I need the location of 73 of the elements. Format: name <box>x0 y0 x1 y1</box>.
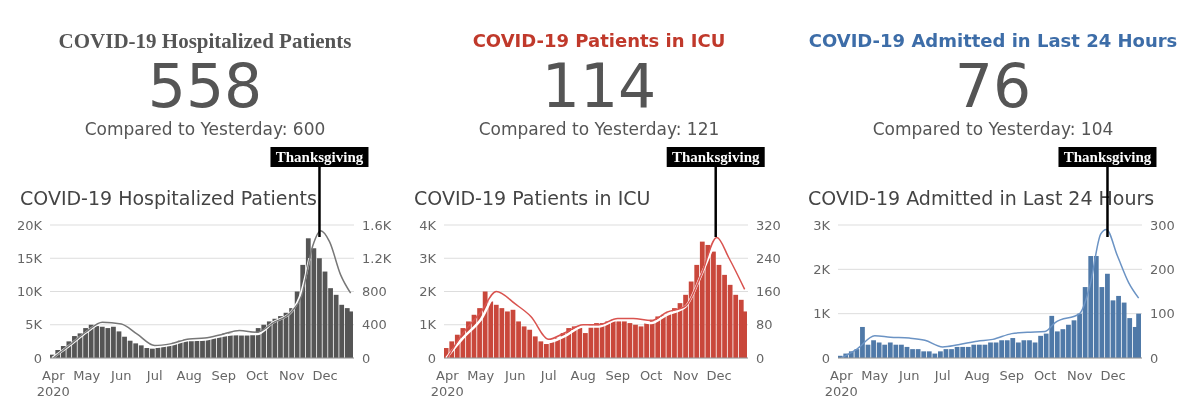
x-tick-label: Jul <box>933 368 951 383</box>
x-tick-label: Jul <box>145 368 163 383</box>
x-tick-label: Oct <box>245 368 269 383</box>
x-tick-label: Dec <box>706 368 732 383</box>
x-tick-label: Aug <box>964 368 990 383</box>
x-tick-label: May <box>73 368 101 383</box>
y-tick-label: 1K <box>813 306 831 322</box>
bar <box>348 311 353 358</box>
x-tick-label: Jun <box>110 368 132 383</box>
ref-line-label: Thanksgiving <box>671 149 760 165</box>
x-tick-label: May <box>467 368 495 383</box>
x-tick-label: Jul <box>539 368 557 383</box>
y-tick-label: 2K <box>419 284 437 300</box>
text: Compared to Yesterday: 600 <box>83 118 327 140</box>
y2-tick-label: 200 <box>1150 261 1175 277</box>
y2-tick-label: 80 <box>756 317 773 333</box>
chart-title: COVID-19 Hospitalized Patients <box>20 187 317 209</box>
y2-tick-label: 0 <box>756 350 765 366</box>
y-tick-label: 4K <box>419 217 437 233</box>
text: Compared to Yesterday: 121 <box>477 118 721 140</box>
y2-tick-label: 0 <box>1150 350 1159 366</box>
y-tick-label: 2K <box>813 261 831 277</box>
text: COVID-19 Patients in ICU <box>471 29 727 53</box>
y2-tick-label: 800 <box>362 284 387 300</box>
x-tick-label: Apr 2020 <box>824 368 858 399</box>
x-tick-label: Dec <box>1100 368 1126 383</box>
y2-tick-label: 100 <box>1150 306 1175 322</box>
y-tick-label: 0 <box>427 350 436 366</box>
y2-tick-label: 0 <box>362 350 371 366</box>
y-tick-label: 3K <box>419 250 437 266</box>
y-tick-label: 0 <box>821 350 830 366</box>
x-tick-label: Nov <box>278 368 305 383</box>
y-tick-label: 5K <box>25 317 43 333</box>
x-tick-label: Aug <box>176 368 202 383</box>
line-series <box>446 236 746 358</box>
x-tick-label: Apr 2020 <box>36 368 70 399</box>
x-tick-label: Nov <box>1066 368 1093 383</box>
y-tick-label: 3K <box>813 217 831 233</box>
x-tick-label: Jun <box>898 368 920 383</box>
x-tick-label: Nov <box>672 368 699 383</box>
y2-tick-label: 240 <box>756 250 781 266</box>
x-tick-label: Oct <box>639 368 663 383</box>
x-tick-label: Sep <box>999 368 1024 383</box>
text: COVID-19 Hospitalized Patients <box>57 28 353 54</box>
y2-tick-label: 400 <box>362 317 387 333</box>
y-tick-label: 15K <box>16 250 43 266</box>
x-tick-label: Dec <box>312 368 338 383</box>
x-tick-label: Sep <box>211 368 236 383</box>
text: 76 <box>953 51 1033 121</box>
y-tick-label: 20K <box>16 217 43 233</box>
y2-tick-label: 320 <box>756 217 781 233</box>
text: COVID-19 Admitted in Last 24 Hours <box>807 29 1179 53</box>
line-series <box>840 228 1140 358</box>
y-tick-label: 1K <box>419 317 437 333</box>
x-tick-label: Sep <box>605 368 630 383</box>
y2-tick-label: 1.6K <box>362 217 392 233</box>
ref-line-label: Thanksgiving <box>275 149 364 165</box>
text: 114 <box>540 51 658 121</box>
y-tick-label: 10K <box>16 284 43 300</box>
y2-tick-label: 1.2K <box>362 250 392 266</box>
line-series <box>52 230 352 358</box>
y2-tick-label: 300 <box>1150 217 1175 233</box>
text: Compared to Yesterday: 104 <box>871 118 1115 140</box>
bar <box>1136 313 1141 358</box>
x-tick-label: Jun <box>504 368 526 383</box>
x-tick-label: Apr 2020 <box>430 368 464 399</box>
x-tick-label: May <box>861 368 889 383</box>
chart-title: COVID-19 Patients in ICU <box>414 187 651 209</box>
y-tick-label: 0 <box>33 350 42 366</box>
ref-line-label: Thanksgiving <box>1063 149 1152 165</box>
y2-tick-label: 160 <box>756 284 781 300</box>
x-tick-label: Oct <box>1033 368 1057 383</box>
x-tick-label: Aug <box>570 368 596 383</box>
